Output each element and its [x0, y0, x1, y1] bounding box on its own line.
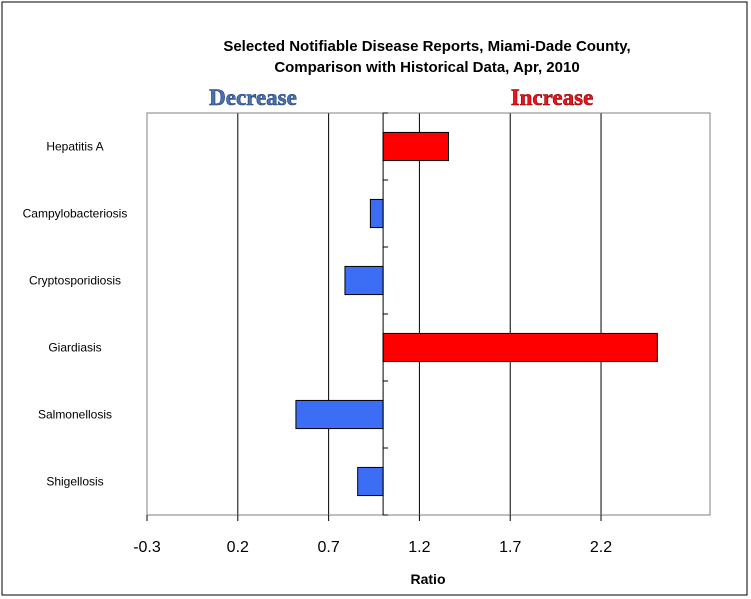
x-tick-label-0: -0.3	[133, 539, 161, 556]
category-label-0: Hepatitis A	[46, 140, 103, 154]
chart-title-line-2: Comparison with Historical Data, Apr, 20…	[274, 59, 579, 76]
x-tick-label-5: 2.2	[590, 539, 612, 556]
decrease-label: Decrease	[209, 85, 297, 110]
x-ticks: -0.3 0.2 0.7 1.2 1.7 2.2	[133, 515, 612, 556]
x-tick-label-2: 0.7	[317, 539, 339, 556]
category-label-1: Campylobacteriosis	[23, 207, 128, 221]
bar-hepatitis-a	[382, 131, 449, 162]
bar-campylobacteriosis	[369, 198, 384, 229]
category-labels: Hepatitis A Campylobacteriosis Cryptospori…	[23, 140, 128, 489]
bar-giardiasis	[382, 332, 658, 363]
bars	[295, 131, 658, 497]
increase-label: Increase	[511, 85, 594, 110]
baseline-axis	[382, 112, 389, 516]
bar-shigellosis	[357, 466, 384, 497]
grid-lines	[237, 113, 602, 515]
category-label-4: Salmonellosis	[38, 408, 112, 422]
bar-cryptosporidiosis	[344, 265, 384, 296]
category-label-2: Cryptosporidiosis	[29, 274, 121, 288]
x-tick-label-4: 1.7	[499, 539, 521, 556]
chart-title-line-1: Selected Notifiable Disease Reports, Mia…	[223, 38, 630, 55]
category-label-3: Giardiasis	[48, 341, 101, 355]
x-axis-label: Ratio	[411, 571, 446, 587]
category-label-5: Shigellosis	[46, 475, 103, 489]
x-tick-label-3: 1.2	[408, 539, 430, 556]
x-tick-label-1: 0.2	[227, 539, 249, 556]
bar-salmonellosis	[295, 399, 384, 430]
plot-area	[146, 112, 711, 516]
